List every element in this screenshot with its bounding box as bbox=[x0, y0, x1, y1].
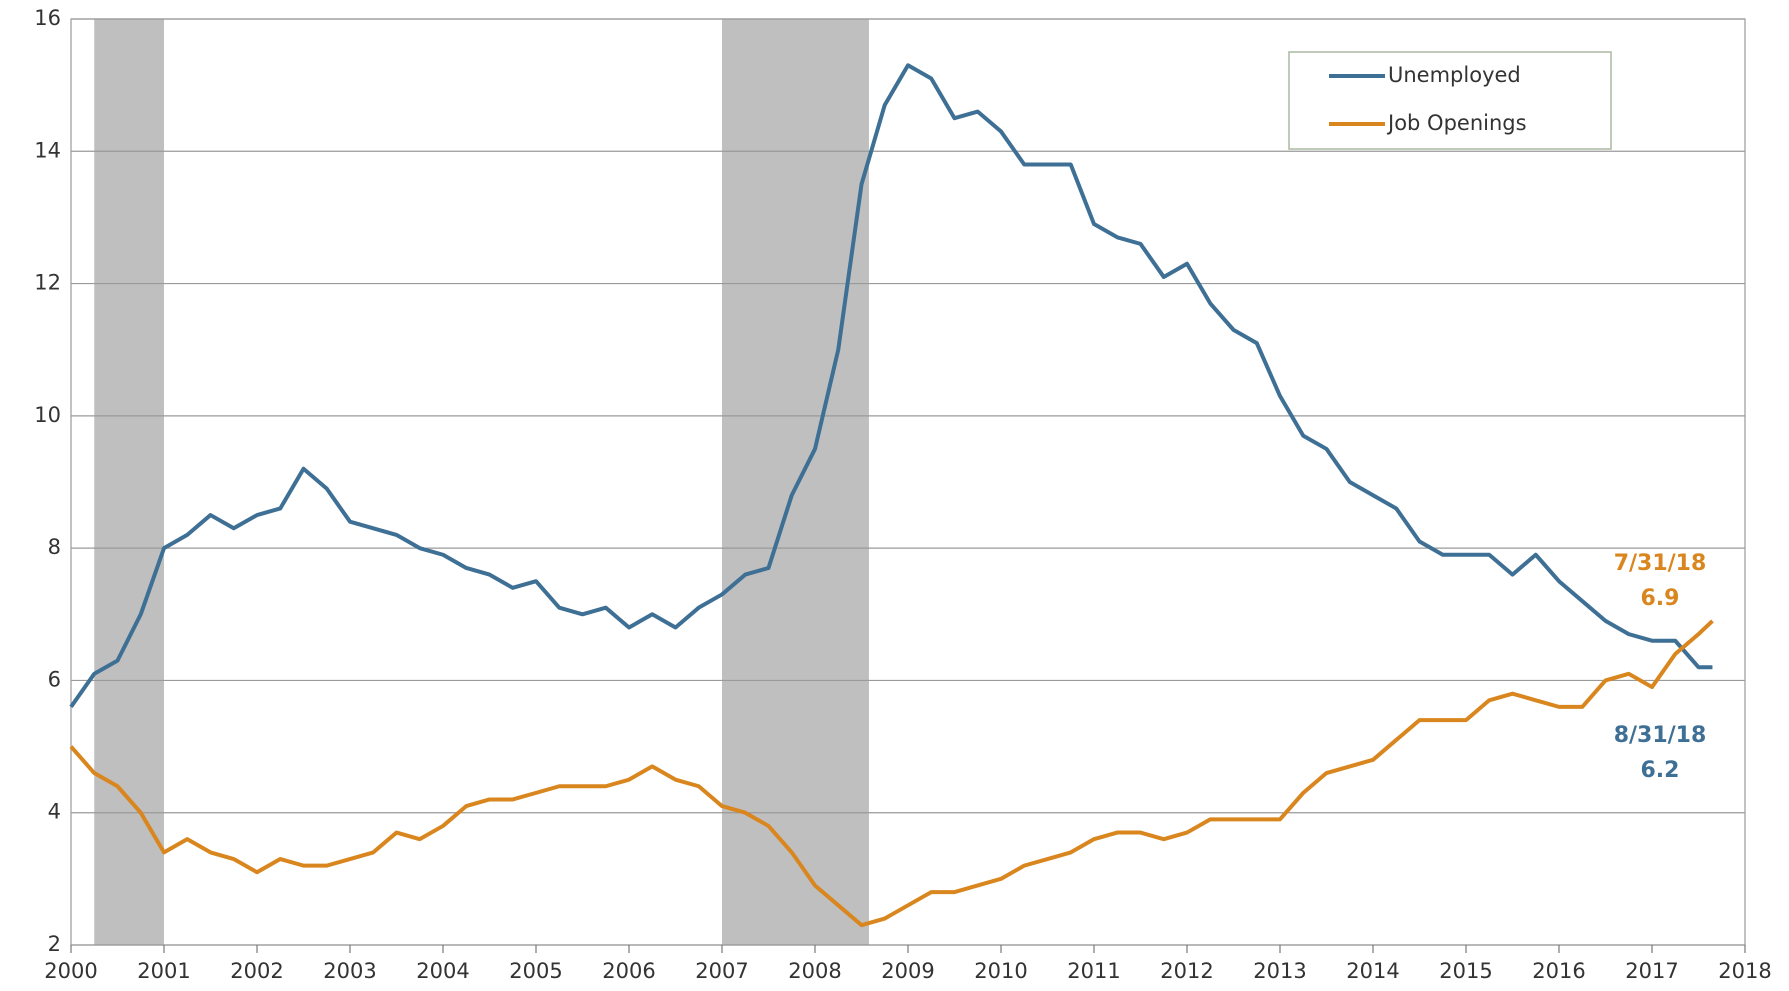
annotation: 6.2 bbox=[1641, 758, 1680, 783]
x-tick-label: 2004 bbox=[416, 959, 469, 983]
y-tick-label: 4 bbox=[48, 800, 61, 824]
y-tick-label: 2 bbox=[48, 932, 61, 956]
x-tick-label: 2013 bbox=[1253, 959, 1306, 983]
y-tick-label: 14 bbox=[34, 138, 61, 162]
x-tick-label: 2010 bbox=[974, 959, 1027, 983]
x-tick-label: 2011 bbox=[1067, 959, 1120, 983]
annotation: 8/31/18 bbox=[1614, 723, 1707, 748]
annotation: 7/31/18 bbox=[1614, 551, 1707, 576]
x-tick-label: 2000 bbox=[44, 959, 97, 983]
x-tick-label: 2017 bbox=[1625, 959, 1678, 983]
recession-band bbox=[94, 19, 164, 945]
x-tick-label: 2015 bbox=[1439, 959, 1492, 983]
series-line bbox=[69, 63, 1713, 709]
plot-frame bbox=[70, 18, 1746, 946]
x-tick-label: 2008 bbox=[788, 959, 841, 983]
x-tick-label: 2012 bbox=[1160, 959, 1213, 983]
x-tick-label: 2001 bbox=[137, 959, 190, 983]
x-tick-label: 2014 bbox=[1346, 959, 1399, 983]
x-tick-label: 2002 bbox=[230, 959, 283, 983]
y-tick-label: 10 bbox=[34, 403, 61, 427]
x-tick-label: 2005 bbox=[509, 959, 562, 983]
series-line bbox=[69, 619, 1714, 928]
x-tick-label: 2007 bbox=[695, 959, 748, 983]
x-tick-label: 2006 bbox=[602, 959, 655, 983]
x-tick-label: 2009 bbox=[881, 959, 934, 983]
legend-label: Unemployed bbox=[1388, 63, 1521, 87]
y-tick-label: 12 bbox=[34, 271, 61, 295]
y-tick-label: 8 bbox=[48, 535, 61, 559]
x-tick-label: 2016 bbox=[1532, 959, 1585, 983]
x-tick-label: 2018 bbox=[1718, 959, 1771, 983]
y-tick-label: 6 bbox=[48, 667, 61, 691]
legend-box bbox=[1288, 51, 1612, 150]
recession-band bbox=[722, 19, 869, 945]
annotation: 6.9 bbox=[1641, 586, 1680, 611]
y-tick-label: 16 bbox=[34, 6, 61, 30]
legend-label: Job Openings bbox=[1386, 111, 1527, 135]
x-tick-label: 2003 bbox=[323, 959, 376, 983]
